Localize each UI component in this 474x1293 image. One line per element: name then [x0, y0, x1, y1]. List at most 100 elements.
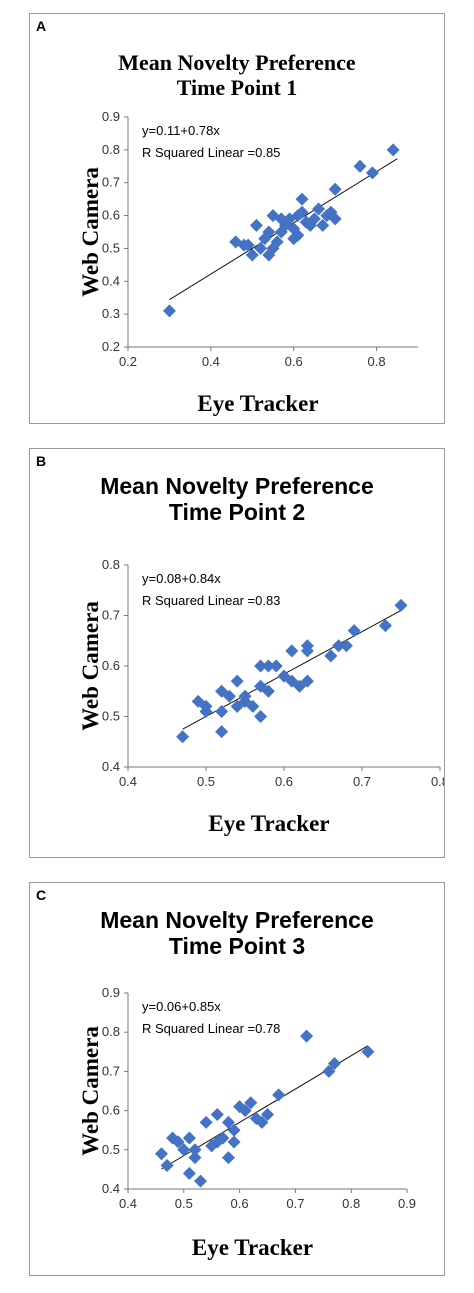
r-squared-label: R Squared Linear =0.83	[142, 593, 280, 608]
y-axis-title: Web Camera	[78, 167, 103, 297]
data-point	[249, 218, 263, 232]
data-point	[291, 228, 305, 242]
data-point	[238, 689, 252, 703]
y-tick-label: 0.4	[102, 759, 120, 774]
data-point	[261, 659, 275, 673]
y-tick-label: 0.9	[102, 985, 120, 1000]
y-tick-label: 0.4	[102, 273, 120, 288]
scatter-plot: 0.4 0.5 0.6 0.7 0.8 0.9 0.4 0.5 0.6 0.7 0.8 0.9 y=0.…	[78, 985, 416, 1260]
chart-title-line-1: Mean Novelty Preference	[118, 50, 356, 75]
equation-label: y=0.11+0.78x	[142, 123, 220, 138]
chart-title: Mean Novelty Preference Time Point 1	[30, 50, 444, 101]
data-point	[316, 218, 330, 232]
panel-letter: A	[36, 18, 47, 34]
data-point	[254, 710, 268, 723]
data-point	[339, 639, 353, 653]
x-tick-label: 0.5	[197, 774, 215, 789]
x-tick-label: 0.6	[231, 1196, 249, 1211]
data-point	[154, 1147, 168, 1161]
panel-b: B Mean Novelty Preference Time Point 2 0…	[29, 448, 445, 858]
data-point	[210, 1135, 224, 1149]
panel-a: A Mean Novelty Preference Time Point 1 0…	[29, 13, 445, 424]
data-point	[254, 659, 268, 673]
x-tick-label: 0.9	[398, 1196, 416, 1211]
data-point	[312, 202, 326, 216]
y-tick-label: 0.5	[102, 709, 120, 724]
y-tick-label: 0.8	[102, 557, 120, 572]
panel-letter: C	[36, 887, 47, 903]
y-tick-label: 0.3	[102, 306, 120, 321]
y-tick-label: 0.4	[102, 1181, 120, 1196]
x-tick-label: 0.6	[275, 774, 293, 789]
data-point	[182, 1131, 196, 1145]
r-squared-label: R Squared Linear =0.78	[142, 1021, 280, 1036]
chart-title-line-2: Time Point 1	[176, 75, 298, 101]
data-point	[295, 192, 309, 206]
chart-title: Mean Novelty Preference Time Point 2	[30, 473, 444, 526]
data-point	[258, 232, 272, 246]
x-tick-label: 0.6	[285, 354, 303, 369]
data-point	[365, 166, 379, 180]
data-point	[295, 205, 309, 219]
x-tick-label: 0.4	[202, 354, 220, 369]
y-tick-label: 0.6	[102, 1103, 120, 1118]
x-tick-label: 0.4	[119, 1196, 137, 1211]
data-point	[241, 238, 255, 252]
data-point	[332, 639, 346, 653]
data-point	[194, 1174, 208, 1188]
y-tick-label: 0.6	[102, 208, 120, 223]
x-tick-label: 0.5	[175, 1196, 193, 1211]
data-point	[269, 659, 283, 673]
data-point	[171, 1135, 185, 1149]
data-point	[221, 1115, 235, 1129]
chart-title-line-2: Time Point 3	[168, 933, 306, 960]
data-point	[270, 235, 284, 249]
data-point	[261, 1108, 274, 1122]
data-point	[285, 674, 299, 688]
data-point	[199, 1115, 213, 1129]
chart-title-line-2: Time Point 2	[168, 499, 306, 526]
x-axis-title: Eye Tracker	[192, 1235, 313, 1260]
data-point	[210, 1108, 224, 1122]
y-tick-label: 0.8	[102, 142, 120, 157]
r-squared-label: R Squared Linear =0.85	[142, 145, 280, 160]
data-point	[188, 1151, 202, 1165]
data-point	[328, 182, 342, 196]
data-point	[255, 1115, 269, 1129]
data-point	[328, 212, 342, 226]
panel-letter: B	[36, 453, 47, 469]
y-tick-label: 0.8	[102, 1024, 120, 1039]
data-point	[324, 649, 338, 663]
data-point	[166, 1131, 180, 1145]
data-point	[261, 684, 275, 698]
x-axis-title: Eye Tracker	[208, 811, 329, 836]
y-tick-label: 0.6	[102, 658, 120, 673]
data-point	[322, 1064, 336, 1078]
data-point	[285, 644, 299, 658]
data-point	[254, 679, 268, 693]
data-point	[215, 725, 229, 739]
data-point	[215, 704, 229, 718]
data-point	[230, 674, 244, 688]
x-tick-label: 0.7	[286, 1196, 304, 1211]
scatter-plot: 0.2 0.3 0.4 0.5 0.6 0.7 0.8 0.9 0.2 0.4 0.6 0.8 y=0.…	[78, 109, 418, 416]
x-axis-title: Eye Tracker	[197, 391, 318, 416]
data-point	[245, 248, 259, 262]
x-tick-label: 0.8	[431, 774, 444, 789]
y-axis-title: Web Camera	[78, 601, 103, 731]
data-point	[177, 1143, 191, 1157]
data-point	[244, 1096, 258, 1110]
x-tick-label: 0.4	[119, 774, 137, 789]
data-point	[238, 1104, 252, 1118]
y-tick-label: 0.5	[102, 1142, 120, 1157]
data-point	[262, 225, 276, 239]
y-axis-title: Web Camera	[78, 1026, 103, 1156]
x-tick-label: 0.2	[119, 354, 137, 369]
data-point	[188, 1143, 202, 1157]
data-point	[182, 1166, 196, 1180]
data-point	[221, 1151, 235, 1165]
equation-label: y=0.08+0.84x	[142, 571, 221, 586]
data-point	[378, 619, 392, 633]
data-point	[246, 699, 260, 713]
chart-title-line-1: Mean Novelty Preference	[100, 907, 374, 933]
